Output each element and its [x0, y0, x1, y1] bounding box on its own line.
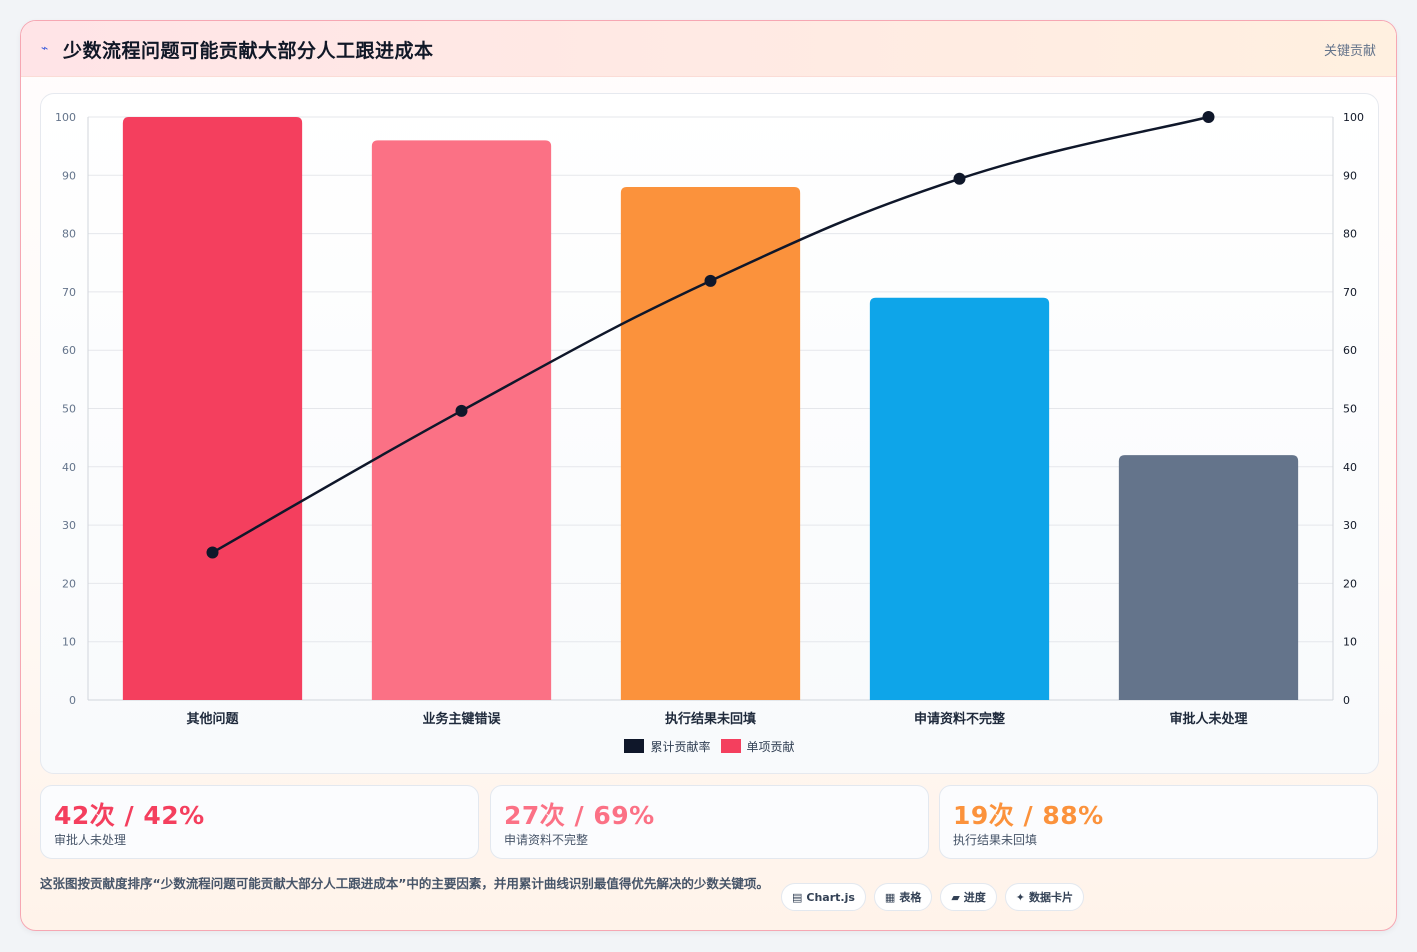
cumulative-point-0	[206, 546, 219, 559]
y-tick-label-8: 80	[62, 228, 76, 241]
legend-item-cumulative[interactable]: 累计贡献率	[624, 738, 711, 755]
bar-3	[869, 297, 1050, 700]
table-icon: ▦	[884, 890, 896, 904]
y2-tick-label-1: 10	[1343, 636, 1357, 649]
header-badge: 关键贡献	[1323, 44, 1376, 59]
x-tick-label-3: 申请资料不完整	[914, 711, 1006, 727]
y2-tick-label-9: 90	[1343, 169, 1357, 182]
stat-value-2: 27次 / 69%	[504, 801, 655, 830]
x-tick-label-0: 其他问题	[186, 711, 239, 727]
cumulative-point-3	[953, 172, 966, 185]
y-tick-label-5: 50	[62, 403, 76, 416]
sparkle-icon: ✦	[1015, 890, 1026, 904]
legend-swatch-single	[720, 739, 741, 753]
y2-tick-label-0: 0	[1343, 694, 1350, 707]
y2-tick-label-8: 80	[1343, 228, 1357, 241]
x-tick-label-4: 审批人未处理	[1169, 711, 1247, 727]
lightning-icon: ⌁	[41, 41, 49, 55]
y-tick-label-0: 0	[69, 694, 76, 707]
stat-card-1: 42次 / 42% 审批人未处理	[40, 785, 479, 859]
y2-tick-label-10: 100	[1343, 111, 1364, 124]
y-tick-label-9: 90	[62, 169, 76, 182]
legend-swatch-cumulative	[624, 739, 645, 753]
progress-icon: ▰	[951, 890, 960, 904]
stat-cards: 42次 / 42% 审批人未处理 27次 / 69% 申请资料不完整 19次 /…	[40, 785, 1379, 859]
cumulative-point-4	[1202, 111, 1215, 123]
stat-value-1: 42次 / 42%	[54, 801, 205, 830]
chip-data-card[interactable]: ✦ 数据卡片	[1004, 883, 1085, 911]
bar-2	[620, 186, 801, 701]
legend-item-single[interactable]: 单项贡献	[720, 738, 795, 755]
tech-chips: ▤ Chart.js ▦ 表格 ▰ 进度 ✦ 数据卡片	[781, 883, 1085, 913]
y-tick-label-6: 60	[62, 344, 76, 357]
x-tick-label-1: 业务主键错误	[422, 711, 501, 727]
chip-label: Chart.js	[806, 890, 855, 904]
y2-tick-label-2: 20	[1343, 577, 1357, 590]
y-tick-label-7: 70	[62, 286, 76, 299]
y-tick-label-2: 20	[62, 577, 76, 590]
stat-card-2: 27次 / 69% 申请资料不完整	[490, 785, 929, 859]
legend-label-single: 单项贡献	[746, 739, 795, 754]
cumulative-point-2	[704, 274, 717, 287]
y2-tick-label-7: 70	[1343, 286, 1357, 299]
bar-4	[1118, 455, 1299, 700]
y-tick-label-1: 10	[62, 636, 76, 649]
y2-tick-label-3: 30	[1343, 519, 1357, 532]
stat-value-3: 19次 / 88%	[953, 801, 1104, 830]
x-tick-label-2: 执行结果未回填	[665, 711, 756, 727]
chip-label: 进度	[963, 891, 986, 904]
chip-label: 数据卡片	[1029, 891, 1074, 904]
chip-table[interactable]: ▦ 表格	[873, 883, 933, 911]
page-title: 少数流程问题可能贡献大部分人工跟进成本	[63, 40, 434, 62]
y-tick-label-4: 40	[62, 461, 76, 474]
stat-label-2: 申请资料不完整	[504, 833, 589, 847]
cumulative-point-1	[455, 404, 468, 417]
y-tick-label-3: 30	[62, 519, 76, 532]
bar-0	[122, 117, 303, 700]
bar-1	[371, 140, 552, 700]
chip-chartjs[interactable]: ▤ Chart.js	[781, 883, 866, 911]
y2-tick-label-6: 60	[1343, 344, 1357, 357]
stat-label-3: 执行结果未回填	[953, 833, 1038, 847]
chart-card: ⌁ 少数流程问题可能贡献大部分人工跟进成本 关键贡献 0 10 20 30 40 50 60…	[20, 20, 1397, 931]
stat-card-3: 19次 / 88% 执行结果未回填	[939, 785, 1378, 859]
pareto-chart: 0 10 20 30 40 50 60 70 80 90 100 0 10 20 30 40 50 60 70 80 9…	[55, 111, 1364, 727]
chart-icon: ▤	[792, 890, 803, 904]
y-tick-label-10: 100	[55, 111, 76, 124]
y2-tick-label-4: 40	[1343, 461, 1357, 474]
legend-label-cumulative: 累计贡献率	[650, 739, 711, 754]
chart-description: 这张图按贡献度排序“少数流程问题可能贡献大部分人工跟进成本”中的主要因素，并用累…	[40, 876, 769, 891]
card-header: ⌁ 少数流程问题可能贡献大部分人工跟进成本 关键贡献	[21, 21, 1396, 77]
chart-panel: 0 10 20 30 40 50 60 70 80 90 100 0 10 20 30 40 50 60 70 80 9…	[40, 93, 1379, 774]
chip-label: 表格	[899, 891, 922, 904]
chip-progress[interactable]: ▰ 进度	[940, 883, 997, 911]
chart-legend: 累计贡献率 单项贡献	[41, 737, 1378, 755]
stat-label-1: 审批人未处理	[54, 833, 127, 847]
y2-tick-label-5: 50	[1343, 403, 1357, 416]
